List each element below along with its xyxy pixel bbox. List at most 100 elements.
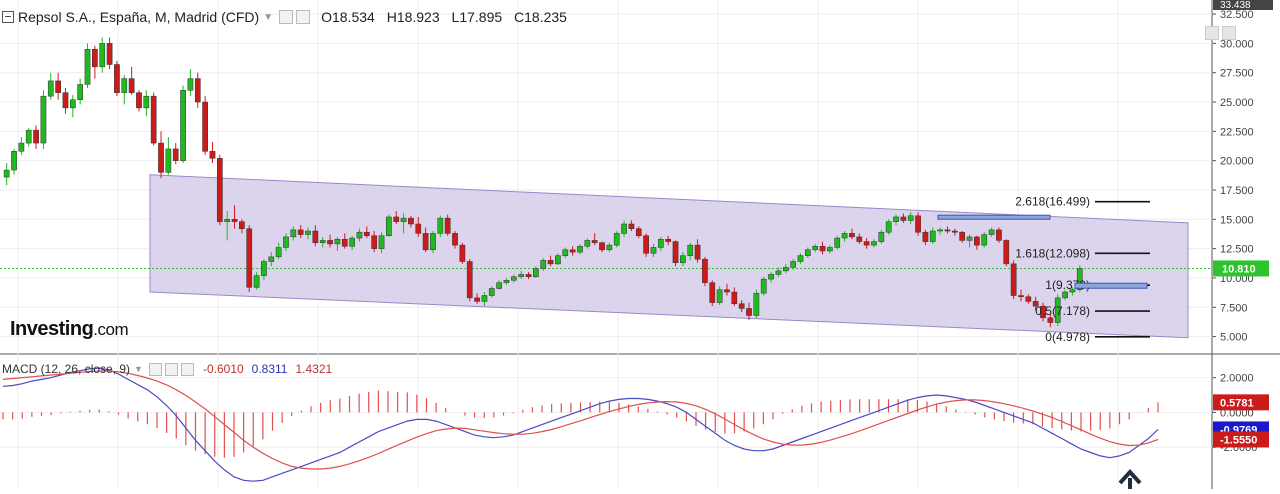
candle-body <box>555 255 561 265</box>
candle-body <box>746 308 752 316</box>
settings-icon[interactable] <box>279 10 294 24</box>
candle-body <box>584 240 591 247</box>
y-tick-label: 20.000 <box>1220 156 1254 168</box>
candle-body <box>150 95 157 144</box>
candle-body <box>613 233 620 246</box>
y-tick-label: 27.500 <box>1220 68 1254 80</box>
candle-body <box>422 233 429 251</box>
candle-body <box>69 99 76 109</box>
macd-value-label: -1.5550 <box>1220 434 1257 446</box>
highlight-box <box>1074 282 1148 289</box>
candle-body <box>988 229 995 235</box>
candle-body <box>738 303 745 309</box>
open-value: O18.534 <box>321 9 375 25</box>
candle-body <box>268 256 275 262</box>
candle-body <box>334 238 341 245</box>
candle-body <box>246 228 253 288</box>
candle-body <box>437 217 444 234</box>
candle-body <box>1010 263 1017 296</box>
macd-header: MACD (12, 26, close, 9) ▼ -0.6010 0.8311… <box>2 362 332 376</box>
logo-brand: Investing <box>10 318 94 340</box>
logo-suffix: .com <box>93 320 129 339</box>
y-tick-label: 7.500 <box>1220 302 1248 314</box>
collapse-icon[interactable] <box>2 11 14 23</box>
fib-level-label: 1.618(12.098) <box>1015 246 1090 260</box>
candle-body <box>77 84 84 100</box>
candle-body <box>510 276 517 281</box>
y-tick-label: 22.500 <box>1220 126 1254 138</box>
candle-body <box>827 247 833 252</box>
candle-body <box>812 246 819 251</box>
candle-body <box>114 64 120 93</box>
candle-body <box>959 231 966 241</box>
candle-body <box>804 249 811 256</box>
candle-body <box>92 49 98 68</box>
y-tick-label: 5.000 <box>1220 332 1248 344</box>
high-value: H18.923 <box>386 9 440 25</box>
candle-body <box>415 223 422 234</box>
move-down-icon[interactable] <box>1205 26 1219 40</box>
candle-body <box>356 231 363 239</box>
candle-body <box>591 240 598 244</box>
candle-body <box>915 215 921 233</box>
candle-body <box>408 217 414 225</box>
candle-body <box>25 129 32 144</box>
chart-header: Repsol S.A., España, M, Madrid (CFD) ▼ O… <box>2 8 575 26</box>
candle-body <box>797 255 804 262</box>
candle-body <box>871 241 877 246</box>
candle-body <box>863 241 870 246</box>
candle-body <box>672 241 679 263</box>
macd-settings-icon[interactable] <box>148 362 162 376</box>
candle-body <box>687 244 694 256</box>
candle-body <box>680 255 686 263</box>
macd-chevron-icon[interactable]: ▼ <box>134 364 143 374</box>
candle-body <box>430 233 436 251</box>
candle-body <box>628 223 635 229</box>
candle-body <box>18 142 25 152</box>
candle-body <box>724 289 730 293</box>
macd-tick-label: 0.0000 <box>1220 407 1254 419</box>
chevron-down-icon[interactable]: ▼ <box>263 11 274 23</box>
candle-body <box>47 80 54 97</box>
candle-body <box>33 129 39 144</box>
candle-body <box>577 246 583 253</box>
candle-body <box>40 95 47 144</box>
candle-body <box>716 289 723 303</box>
candle-body <box>981 234 988 246</box>
candle-body <box>99 43 106 68</box>
candle-body <box>1025 296 1032 302</box>
candle-body <box>856 236 863 242</box>
candle-body <box>84 49 91 85</box>
candle-body <box>518 274 525 278</box>
highlight-box <box>937 214 1051 220</box>
candle-body <box>922 231 929 242</box>
signal-value: 0.8311 <box>251 362 288 376</box>
candle-body <box>319 240 326 244</box>
macd-close-icon[interactable] <box>180 362 194 376</box>
candle-body <box>1040 305 1046 319</box>
candle-body <box>481 295 488 302</box>
ohlc-values: O18.534 H18.923 L17.895 C18.235 <box>321 9 575 25</box>
y-tick-label: 32.500 <box>1220 9 1254 21</box>
y-tick-label: 17.500 <box>1220 185 1254 197</box>
maximize-icon[interactable] <box>1222 26 1236 40</box>
candle-body <box>400 217 407 222</box>
candle-body <box>775 270 782 275</box>
candle-body <box>488 288 495 296</box>
candle-body <box>753 292 760 316</box>
candle-body <box>657 238 664 248</box>
macd-value-badge <box>1213 431 1269 448</box>
top-price-label-bg <box>1213 0 1273 10</box>
fib-level-label: 0(4.978) <box>1045 330 1090 344</box>
candle-body <box>474 297 480 302</box>
candle-body <box>841 233 848 239</box>
candle-body <box>1069 289 1076 293</box>
candle-body <box>128 78 135 93</box>
fib-level-label: 2.618(16.499) <box>1015 195 1090 209</box>
hide-icon[interactable] <box>296 10 311 24</box>
fib-level-label: 1(9.379) <box>1045 278 1090 292</box>
macd-gear-icon[interactable] <box>164 362 178 376</box>
candle-body <box>55 80 61 93</box>
candle-body <box>1047 317 1054 323</box>
